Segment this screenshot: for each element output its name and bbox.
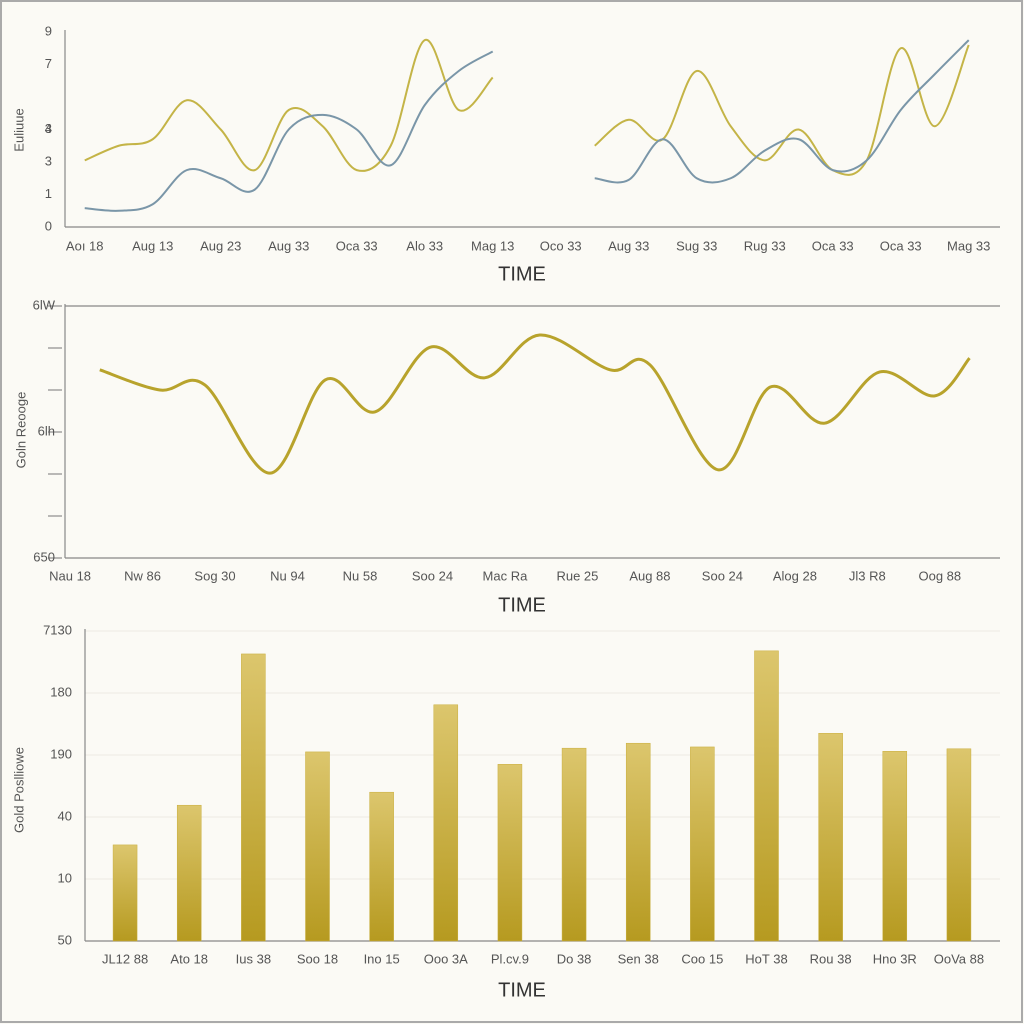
x-tick-label: Ato 18 xyxy=(170,951,208,966)
x-tick-label: Coo 15 xyxy=(681,951,723,966)
bar xyxy=(561,747,587,942)
x-tick-label: Alo 33 xyxy=(406,238,443,253)
bar xyxy=(818,733,843,942)
bar xyxy=(690,746,715,942)
x-tick-label: Aug 23 xyxy=(200,238,241,253)
x-tick-label: Mac Ra xyxy=(483,568,529,583)
y-tick-label: 190 xyxy=(50,746,72,761)
bar xyxy=(369,791,394,942)
y-tick-label: 10 xyxy=(58,870,72,885)
bar xyxy=(882,751,908,942)
line-series xyxy=(84,50,494,212)
x-tick-label: Sug 33 xyxy=(676,238,717,253)
x-tick-label: Aug 13 xyxy=(132,238,173,253)
x-tick-label: Mag 13 xyxy=(471,238,514,253)
bar xyxy=(497,764,523,942)
x-tick-label: JL12 88 xyxy=(102,951,148,966)
x-tick-label: Ooo 3A xyxy=(424,951,468,966)
x-tick-label: Soo 24 xyxy=(412,568,453,583)
y-tick-label: 1 xyxy=(45,186,52,201)
bar xyxy=(433,704,459,942)
x-tick-label: Rug 33 xyxy=(744,238,786,253)
y-axis-title: Goln Reooge xyxy=(13,392,28,469)
x-tick-label: Nu 58 xyxy=(343,568,378,583)
y-tick-label: 3 xyxy=(45,153,52,168)
x-axis-title: TIME xyxy=(498,263,546,285)
x-tick-label: OoVa 88 xyxy=(934,951,984,966)
x-tick-label: Rou 38 xyxy=(810,951,852,966)
x-axis-title: TIME xyxy=(498,979,546,1001)
y-tick-label: 9 xyxy=(45,23,52,38)
line-series xyxy=(84,39,494,172)
x-tick-label: Aug 33 xyxy=(268,238,309,253)
x-tick-label: Soo 18 xyxy=(297,951,338,966)
x-tick-label: Oco 33 xyxy=(540,238,582,253)
bar xyxy=(754,650,779,942)
bar xyxy=(946,748,972,942)
x-tick-label: Jl3 R8 xyxy=(849,568,886,583)
bar xyxy=(176,804,202,942)
x-tick-label: Aug 33 xyxy=(608,238,649,253)
x-tick-label: Pl.cv.9 xyxy=(491,951,529,966)
y-axis-title: Gold Poslliowe xyxy=(11,747,26,833)
x-tick-label: Soo 24 xyxy=(702,568,743,583)
line-series xyxy=(99,333,971,475)
x-tick-label: Sog 30 xyxy=(194,568,235,583)
x-tick-label: Oog 88 xyxy=(919,568,962,583)
x-tick-label: Nu 94 xyxy=(270,568,305,583)
y-tick-label: 7 xyxy=(45,56,52,71)
y-tick-label: 50 xyxy=(58,932,72,947)
y-tick-label: 6lh xyxy=(38,423,55,438)
x-tick-label: Oca 33 xyxy=(336,238,378,253)
bar xyxy=(625,742,651,942)
y-tick-label: 40 xyxy=(58,808,72,823)
x-tick-label: Mag 33 xyxy=(947,238,990,253)
y-tick-label: 180 xyxy=(50,684,72,699)
x-axis-title: TIME xyxy=(498,594,546,616)
x-tick-label: Sen 38 xyxy=(618,951,659,966)
bar xyxy=(305,751,330,942)
y-tick-label: 4 xyxy=(45,121,52,136)
x-tick-label: Aug 88 xyxy=(629,568,670,583)
x-tick-label: Rue 25 xyxy=(556,568,598,583)
x-tick-label: Oca 33 xyxy=(880,238,922,253)
x-tick-label: Nw 86 xyxy=(124,568,161,583)
x-tick-label: Nau 18 xyxy=(49,568,91,583)
x-tick-label: HoT 38 xyxy=(745,951,787,966)
bar xyxy=(112,844,138,942)
x-tick-label: Do 38 xyxy=(557,951,592,966)
y-axis-title: Euliuue xyxy=(11,108,26,151)
y-tick-label: 6lW xyxy=(33,297,56,312)
bar xyxy=(241,653,266,942)
y-tick-label: 7130 xyxy=(43,622,72,637)
x-tick-label: Hno 3R xyxy=(873,951,917,966)
y-tick-label: 0 xyxy=(45,218,52,233)
line-series xyxy=(594,44,970,176)
y-tick-label: 3 xyxy=(45,121,52,136)
x-tick-label: Alog 28 xyxy=(773,568,817,583)
x-tick-label: Aoı 18 xyxy=(66,238,104,253)
line-series xyxy=(594,39,970,184)
x-tick-label: Ino 15 xyxy=(364,951,400,966)
x-tick-label: Oca 33 xyxy=(812,238,854,253)
y-tick-label: 650 xyxy=(33,549,55,564)
x-tick-label: Ius 38 xyxy=(236,951,271,966)
